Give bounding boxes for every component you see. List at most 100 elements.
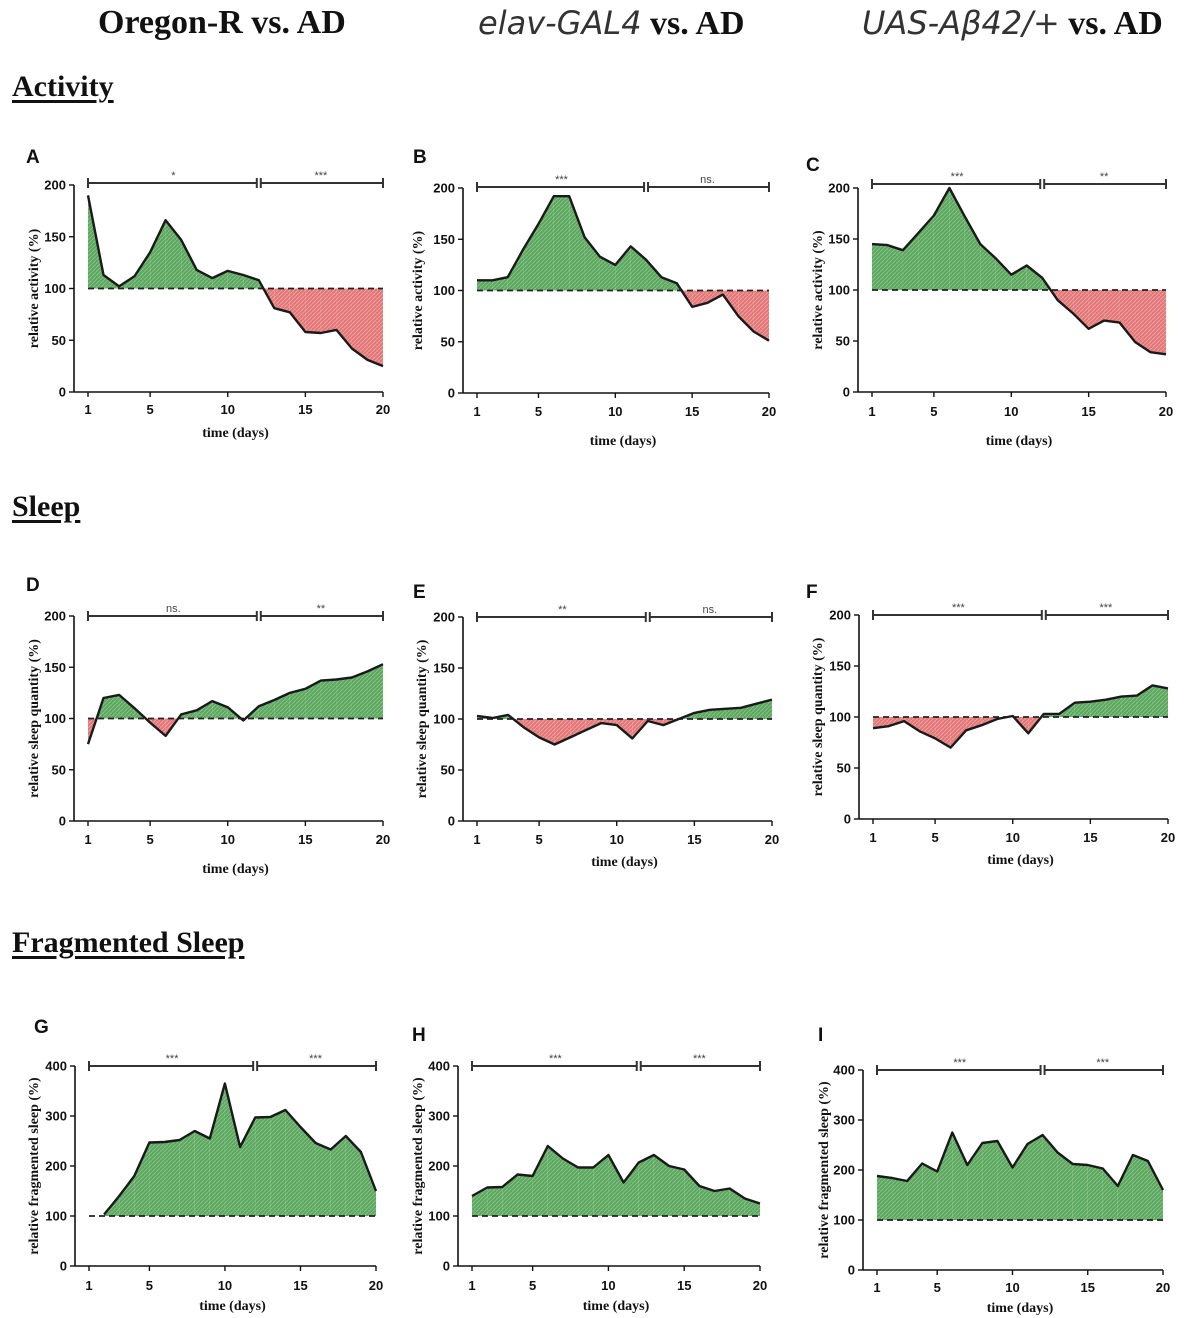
area-fill-segment: [753, 290, 769, 341]
significance-label-early: ***: [549, 1053, 563, 1065]
area-fill-segment: [351, 288, 368, 360]
area-fill-segment: [709, 708, 726, 719]
y-tick-label: 0: [60, 1259, 67, 1274]
panel-letter: E: [413, 582, 426, 603]
y-tick-label: 100: [433, 712, 455, 727]
significance-label-early: ***: [166, 1053, 180, 1065]
significance-label-early: ***: [555, 174, 569, 186]
area-fill-segment: [699, 1186, 715, 1216]
series-line: [477, 195, 770, 342]
y-tick-label: 150: [433, 232, 455, 247]
column-title-genotype: elav-GAL4: [478, 4, 642, 42]
y-tick-label: 150: [828, 232, 850, 247]
x-tick-label: 15: [298, 832, 312, 847]
area-fill-segment: [578, 1167, 594, 1216]
y-tick-label: 0: [443, 1259, 450, 1274]
panel-letter: C: [806, 155, 820, 176]
area-fill-segment: [119, 694, 135, 719]
x-tick-label: 20: [753, 1278, 767, 1293]
area-fill-segment: [367, 664, 383, 719]
area-fill-segment: [1090, 699, 1106, 717]
area-fill-segment: [119, 1176, 135, 1216]
significance-label-late: **: [1100, 171, 1109, 183]
x-tick-label: 20: [1159, 404, 1173, 419]
panel-letter: G: [34, 1017, 49, 1038]
area-fill-segment: [1117, 1155, 1133, 1220]
area-fill-segment: [623, 1162, 639, 1216]
x-tick-label: 10: [218, 1278, 232, 1293]
y-tick-label: 400: [428, 1059, 450, 1074]
x-axis-label: time (days): [202, 426, 269, 441]
area-fill-segment: [553, 196, 570, 291]
area-fill-segment: [274, 288, 290, 313]
area-fill-segment: [212, 701, 228, 719]
x-axis-label: time (days): [583, 1299, 650, 1314]
column-title-genotype: UAS-Aβ42/+: [862, 4, 1060, 42]
series-line: [876, 1131, 1165, 1191]
area-fill-segment: [149, 1142, 165, 1216]
area-fill-segment: [523, 223, 539, 291]
area-fill-segment: [599, 256, 616, 291]
area-fill-segment: [209, 1083, 225, 1216]
area-fill-segment: [351, 671, 368, 719]
x-tick-label: 20: [376, 402, 390, 417]
x-tick-label: 1: [84, 832, 91, 847]
x-tick-label: 15: [1081, 404, 1095, 419]
y-tick-label: 150: [44, 229, 66, 244]
area-fill-segment: [181, 239, 197, 289]
y-tick-label: 50: [52, 762, 66, 777]
area-fill-segment: [949, 188, 965, 290]
area-fill-segment: [638, 1155, 654, 1216]
x-tick-label: 5: [146, 402, 153, 417]
x-tick-label: 5: [146, 832, 153, 847]
area-fill-segment: [756, 699, 772, 719]
y-tick-label: 200: [44, 609, 66, 624]
x-tick-label: 5: [535, 404, 542, 419]
area-fill-segment: [289, 288, 306, 332]
area-fill-segment: [179, 1131, 195, 1216]
area-fill-segment: [872, 244, 888, 290]
area-fill-segment: [646, 259, 662, 291]
y-axis-label: relative fragmented sleep (%): [817, 1081, 832, 1259]
area-fill-segment: [738, 290, 754, 332]
y-tick-label: 100: [428, 1209, 450, 1224]
panel-letter: A: [26, 147, 40, 168]
panel-letter: F: [806, 582, 818, 603]
x-tick-label: 5: [934, 1280, 941, 1295]
y-tick-label: 0: [844, 812, 851, 827]
significance-label-early: **: [558, 604, 567, 616]
area-fill-segment: [964, 216, 981, 290]
panel-letter: D: [26, 575, 40, 596]
y-tick-label: 400: [45, 1059, 67, 1074]
area-fill-segment: [367, 288, 383, 367]
area-fill-segment: [305, 288, 321, 334]
area-fill-segment: [285, 1110, 301, 1216]
area-fill-segment: [1087, 1165, 1103, 1220]
area-fill-segment: [952, 1132, 968, 1220]
y-tick-label: 100: [45, 1209, 67, 1224]
x-axis-label: time (days): [199, 1299, 266, 1314]
area-fill-segment: [669, 1166, 685, 1216]
series-line: [872, 684, 1169, 749]
x-tick-label: 5: [146, 1278, 153, 1293]
y-tick-label: 0: [448, 814, 455, 829]
y-tick-label: 0: [59, 814, 66, 829]
area-fill-segment: [1072, 1164, 1088, 1220]
significance-label-early: ***: [953, 1057, 967, 1069]
area-fill-segment: [517, 1174, 533, 1216]
y-tick-label: 200: [433, 610, 455, 625]
column-title-suffix: Oregon-R vs. AD: [98, 4, 346, 41]
y-tick-label: 300: [428, 1109, 450, 1124]
area-fill-segment: [661, 277, 677, 291]
y-axis-label: relative sleep quantity (%): [811, 637, 826, 796]
area-fill-segment: [593, 1155, 609, 1216]
area-fill-segment: [877, 1176, 893, 1220]
area-fill-segment: [1105, 696, 1122, 717]
area-fill-segment: [714, 1188, 730, 1216]
column-title-uas: UAS-Aβ42/+ vs. AD: [862, 4, 1163, 43]
area-fill-segment: [1073, 290, 1089, 329]
x-tick-label: 20: [1156, 1280, 1170, 1295]
area-fill-segment: [300, 1127, 316, 1216]
